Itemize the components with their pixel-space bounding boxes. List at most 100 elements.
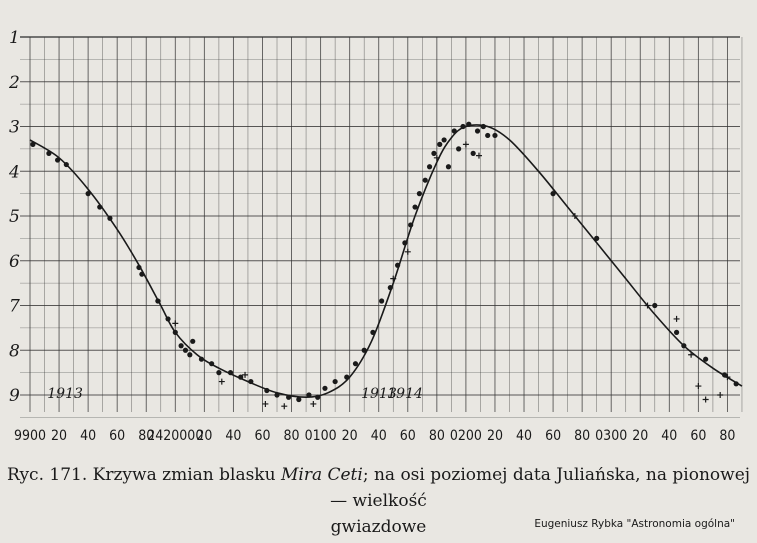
observation-plus	[644, 302, 651, 309]
caption-suffix: ; na osi poziomej data Juliańska, na pio…	[330, 465, 751, 511]
observation-point	[492, 132, 498, 139]
observation-point	[395, 262, 401, 268]
observation-plus	[242, 371, 249, 378]
observation-point	[182, 347, 189, 353]
observation-point	[673, 329, 680, 335]
observation-point	[460, 123, 466, 130]
observation-point	[248, 378, 254, 385]
x-tick-label: 20	[196, 428, 212, 444]
caption-prefix: Ryc. 171. Krzywa zmian blasku	[6, 465, 281, 485]
year-label: 1913	[361, 386, 397, 402]
book-credit: Eugeniusz Rybka "Astronomia ogólna"	[534, 518, 735, 530]
observation-point	[485, 132, 491, 139]
observation-point	[456, 146, 462, 152]
figure-caption: Ryc. 171. Krzywa zmian blasku Mira Ceti;…	[6, 462, 751, 540]
x-tick-label: 60	[109, 428, 125, 444]
observation-plus	[673, 315, 680, 322]
observation-plus	[404, 248, 411, 255]
observation-plus	[172, 320, 179, 327]
observation-point	[165, 316, 171, 322]
x-tick-label: 40	[516, 428, 532, 444]
x-tick-label: 0300	[595, 428, 627, 444]
observation-point	[474, 128, 481, 134]
x-tick-label: 80	[574, 428, 590, 444]
observation-point	[172, 329, 178, 335]
observation-point	[370, 329, 376, 335]
observation-point	[361, 347, 367, 353]
observation-point	[274, 392, 280, 398]
observation-point	[136, 264, 142, 271]
x-tick-label: 60	[254, 428, 270, 444]
observation-point	[97, 204, 103, 210]
observation-point	[46, 150, 52, 156]
observation-point	[437, 141, 443, 147]
observation-plus	[717, 392, 724, 398]
x-tick-label: 20	[632, 428, 648, 444]
x-tick-label: 40	[225, 428, 241, 444]
observation-point	[408, 222, 414, 228]
observation-point	[379, 298, 385, 304]
observation-point	[322, 385, 328, 391]
y-tick-label: 5	[9, 207, 20, 227]
y-tick-label: 7	[9, 297, 20, 317]
observation-point	[209, 361, 215, 367]
observation-point	[315, 394, 321, 400]
observation-point	[412, 204, 418, 210]
observation-point	[466, 121, 472, 127]
y-tick-label: 1	[9, 28, 20, 48]
x-tick-label: 60	[545, 428, 561, 444]
observation-plus	[390, 275, 397, 282]
x-tick-label: 60	[400, 428, 416, 444]
y-tick-label: 8	[9, 341, 20, 361]
observation-point	[63, 161, 69, 168]
observation-plus	[695, 383, 702, 390]
x-tick-label: 80	[284, 428, 300, 444]
observation-point	[306, 392, 312, 398]
observation-point	[594, 235, 600, 241]
observation-point	[190, 338, 196, 344]
observation-point	[198, 356, 205, 362]
observation-point	[216, 370, 222, 376]
observation-plus	[688, 351, 695, 358]
observation-point	[451, 128, 457, 134]
observation-point	[139, 271, 145, 277]
x-tick-label: 80	[138, 428, 154, 444]
x-tick-label: 0100	[305, 428, 337, 444]
x-tick-label: 20	[51, 428, 67, 444]
chart-grid	[20, 36, 743, 418]
observation-point	[441, 137, 447, 143]
observation-plus	[218, 378, 225, 385]
x-tick-label: 20	[342, 428, 358, 444]
observation-plus	[262, 400, 269, 407]
observation-point	[431, 150, 437, 156]
observation-point	[227, 370, 234, 376]
observation-plus	[462, 141, 469, 148]
observation-plus	[433, 154, 440, 161]
observation-point	[178, 343, 184, 349]
caption-star-name: Mira Ceti	[280, 465, 363, 485]
observation-point	[445, 164, 452, 170]
observation-plus	[281, 403, 288, 410]
observation-point	[264, 387, 270, 394]
observation-point	[681, 343, 687, 349]
observation-plus	[571, 213, 578, 219]
x-tick-label: 40	[661, 428, 677, 444]
x-tick-label: 2420000	[147, 428, 203, 444]
observation-point	[416, 191, 423, 197]
observation-plus	[724, 374, 731, 381]
observation-plus-points	[172, 141, 731, 410]
x-tick-label: 9900	[14, 428, 46, 444]
year-label: 1913	[47, 386, 83, 402]
observation-point	[550, 191, 556, 197]
x-tick-label: 40	[371, 428, 387, 444]
observation-point	[187, 352, 193, 358]
observation-point	[332, 378, 338, 385]
observation-point	[155, 298, 161, 304]
observation-plus	[475, 152, 482, 159]
observation-point	[733, 381, 739, 387]
x-tick-label: 80	[429, 428, 445, 444]
x-tick-label: 80	[719, 428, 735, 444]
x-tick-label: 40	[80, 428, 96, 444]
